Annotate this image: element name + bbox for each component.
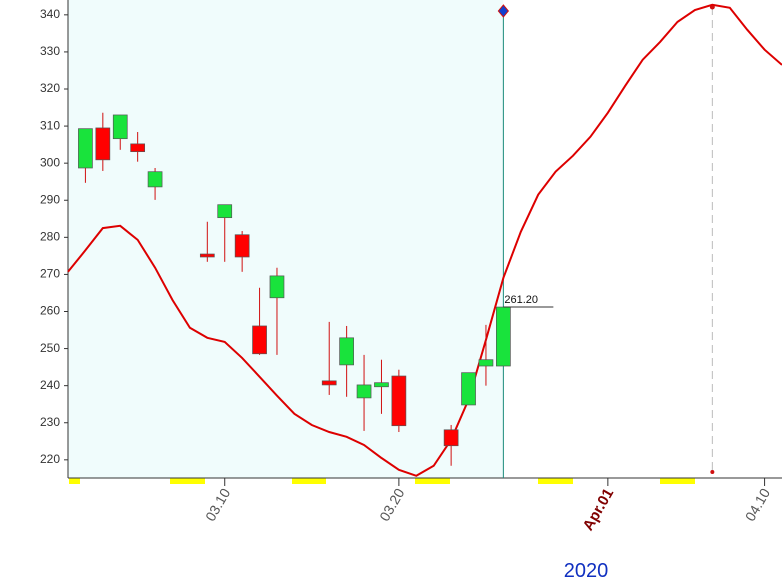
y-tick-label: 300: [40, 155, 60, 169]
weekend-marker: [69, 478, 80, 484]
x-tick-label: 03.10: [202, 485, 233, 524]
weekend-markers: [69, 478, 695, 484]
weekend-marker: [170, 478, 205, 484]
y-tick-label: 310: [40, 118, 60, 132]
y-tick-label: 340: [40, 7, 60, 21]
candle-body: [339, 337, 354, 366]
candle-body: [252, 325, 267, 355]
plot-background: [68, 0, 504, 478]
year-label: 2020: [564, 560, 609, 581]
candle-body: [78, 128, 93, 169]
x-tick-label: Apr.01: [580, 486, 618, 534]
weekend-marker: [538, 478, 573, 484]
candle-body: [391, 375, 407, 427]
candle-body: [234, 234, 250, 258]
candle-body: [95, 127, 111, 161]
y-tick-label: 290: [40, 192, 60, 206]
x-tick-label: 04.10: [742, 485, 773, 524]
candle-body: [374, 382, 389, 388]
weekend-marker: [292, 478, 326, 484]
y-tick-label: 280: [40, 230, 60, 244]
y-tick-label: 250: [40, 341, 60, 355]
candle-body: [112, 114, 128, 140]
weekend-marker: [660, 478, 695, 484]
y-tick-label: 320: [40, 81, 60, 95]
price-label: 261.20: [504, 294, 538, 306]
y-tick-label: 220: [40, 452, 60, 466]
candle-body: [321, 380, 337, 386]
candle-body: [496, 306, 511, 367]
candle-body: [199, 253, 215, 258]
candle-body: [147, 171, 163, 188]
cursor-marker: [497, 4, 510, 18]
y-tick-label: 330: [40, 44, 60, 58]
y-tick-label: 230: [40, 415, 60, 429]
peak-dot: [710, 470, 715, 474]
y-tick-label: 270: [40, 267, 60, 281]
candle-body: [461, 372, 476, 406]
weekend-marker: [415, 478, 450, 484]
candle-body: [130, 143, 146, 153]
y-tick-label: 260: [40, 304, 60, 318]
candle-body: [356, 384, 372, 399]
candle-body: [217, 204, 233, 219]
candle-body: [269, 275, 285, 299]
y-tick-label: 240: [40, 378, 60, 392]
candle-body: [478, 359, 494, 367]
x-tick-label: 03.20: [376, 485, 407, 524]
candle-body: [443, 429, 459, 447]
line-series: [67, 3, 782, 477]
